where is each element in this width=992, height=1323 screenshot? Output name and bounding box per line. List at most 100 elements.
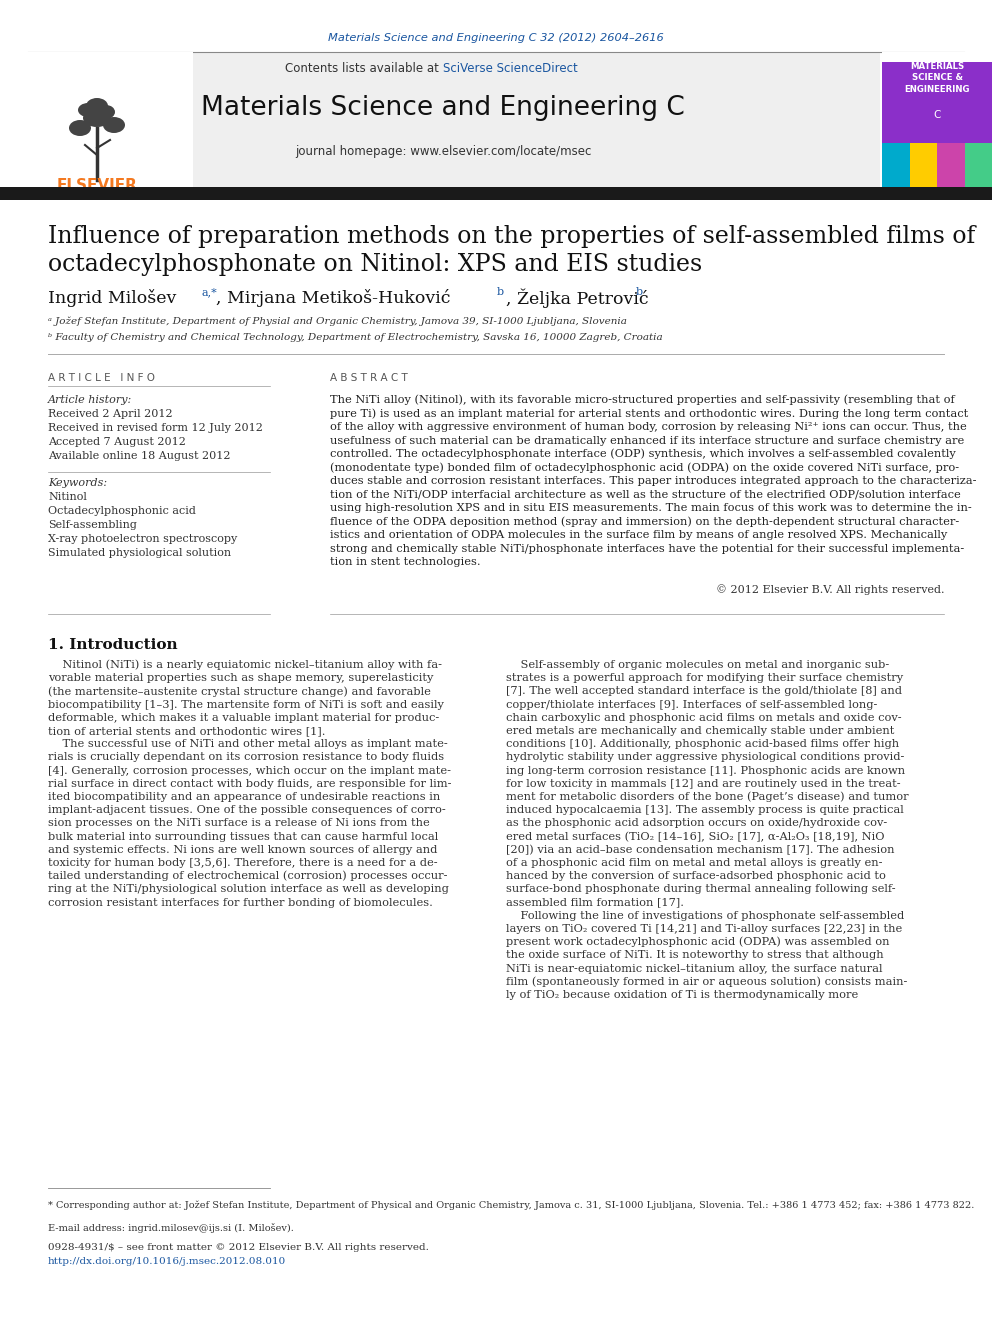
Text: ment for metabolic disorders of the bone (Paget’s disease) and tumor: ment for metabolic disorders of the bone… [506,791,909,802]
Text: Self-assembling: Self-assembling [48,520,137,531]
Text: 0928-4931/$ – see front matter © 2012 Elsevier B.V. All rights reserved.: 0928-4931/$ – see front matter © 2012 El… [48,1244,429,1253]
Text: ing long-term corrosion resistance [11]. Phosphonic acids are known: ing long-term corrosion resistance [11].… [506,766,905,775]
Text: Materials Science and Engineering C: Materials Science and Engineering C [201,95,684,120]
Text: chain carboxylic and phosphonic acid films on metals and oxide cov-: chain carboxylic and phosphonic acid fil… [506,713,902,722]
Text: strates is a powerful approach for modifying their surface chemistry: strates is a powerful approach for modif… [506,673,903,683]
Text: [4]. Generally, corrosion processes, which occur on the implant mate-: [4]. Generally, corrosion processes, whi… [48,766,451,775]
Text: Following the line of investigations of phosphonate self-assembled: Following the line of investigations of … [506,910,905,921]
Text: X-ray photoelectron spectroscopy: X-ray photoelectron spectroscopy [48,534,237,544]
Ellipse shape [103,116,125,134]
Text: Nitinol: Nitinol [48,492,87,501]
Text: Accepted 7 August 2012: Accepted 7 August 2012 [48,437,186,447]
Text: Materials Science and Engineering C 32 (2012) 2604–2616: Materials Science and Engineering C 32 (… [328,33,664,44]
Text: sion processes on the NiTi surface is a release of Ni ions from the: sion processes on the NiTi surface is a … [48,819,430,828]
Bar [0,52,193,188]
Bar [882,52,992,188]
Text: as the phosphonic acid adsorption occurs on oxide/hydroxide cov-: as the phosphonic acid adsorption occurs… [506,819,887,828]
Text: film (spontaneously formed in air or aqueous solution) consists main-: film (spontaneously formed in air or aqu… [506,976,908,987]
Text: E-mail address: ingrid.milosev@ijs.si (I. Milošev).: E-mail address: ingrid.milosev@ijs.si (I… [48,1222,294,1233]
Text: , Željka Petrović: , Željka Petrović [506,288,654,308]
Text: surface-bond phosphonate during thermal annealing following self-: surface-bond phosphonate during thermal … [506,884,896,894]
Text: Keywords:: Keywords: [48,478,107,488]
Text: C: C [933,110,940,120]
Ellipse shape [78,103,98,116]
Text: Article history:: Article history: [48,396,132,405]
Text: , Mirjana Metikoš-Huković: , Mirjana Metikoš-Huković [216,288,456,307]
Text: for low toxicity in mammals [12] and are routinely used in the treat-: for low toxicity in mammals [12] and are… [506,779,901,789]
Text: rial surface in direct contact with body fluids, are responsible for lim-: rial surface in direct contact with body… [48,779,451,789]
Ellipse shape [83,108,111,127]
Bar [910,143,937,188]
Text: Contents lists available at: Contents lists available at [286,61,443,74]
Text: A B S T R A C T: A B S T R A C T [330,373,408,382]
Text: Influence of preparation methods on the properties of self-assembled films of: Influence of preparation methods on the … [48,225,975,249]
Text: (the martensite–austenite crystal structure change) and favorable: (the martensite–austenite crystal struct… [48,687,431,697]
Text: using high-resolution XPS and in situ EIS measurements. The main focus of this w: using high-resolution XPS and in situ EI… [330,503,972,513]
Text: Available online 18 August 2012: Available online 18 August 2012 [48,451,230,460]
Bar [937,143,964,188]
Text: ᵇ Faculty of Chemistry and Chemical Technology, Department of Electrochemistry, : ᵇ Faculty of Chemistry and Chemical Tech… [48,332,663,341]
Text: copper/thiolate interfaces [9]. Interfaces of self-assembled long-: copper/thiolate interfaces [9]. Interfac… [506,700,877,709]
Text: of a phosphonic acid film on metal and metal alloys is greatly en-: of a phosphonic acid film on metal and m… [506,859,883,868]
Text: rials is crucially dependant on its corrosion resistance to body fluids: rials is crucially dependant on its corr… [48,753,444,762]
Bar [0,187,992,200]
Text: octadecylphosphonate on Nitinol: XPS and EIS studies: octadecylphosphonate on Nitinol: XPS and… [48,254,702,277]
Text: © 2012 Elsevier B.V. All rights reserved.: © 2012 Elsevier B.V. All rights reserved… [715,585,944,595]
Text: ring at the NiTi/physiological solution interface as well as developing: ring at the NiTi/physiological solution … [48,884,448,894]
Text: the oxide surface of NiTi. It is noteworthy to stress that although: the oxide surface of NiTi. It is notewor… [506,950,884,960]
Text: corrosion resistant interfaces for further bonding of biomolecules.: corrosion resistant interfaces for furth… [48,897,433,908]
Text: The NiTi alloy (Nitinol), with its favorable micro-structured properties and sel: The NiTi alloy (Nitinol), with its favor… [330,394,954,405]
Text: and systemic effects. Ni ions are well known sources of allergy and: and systemic effects. Ni ions are well k… [48,845,437,855]
Text: Ingrid Milošev: Ingrid Milošev [48,288,182,307]
Text: http://dx.doi.org/10.1016/j.msec.2012.08.010: http://dx.doi.org/10.1016/j.msec.2012.08… [48,1257,287,1266]
Text: present work octadecylphosphonic acid (ODPA) was assembled on: present work octadecylphosphonic acid (O… [506,937,890,947]
Text: vorable material properties such as shape memory, superelasticity: vorable material properties such as shap… [48,673,434,683]
Text: ly of TiO₂ because oxidation of Ti is thermodynamically more: ly of TiO₂ because oxidation of Ti is th… [506,990,858,1000]
Text: MATERIALS
SCIENCE &
ENGINEERING: MATERIALS SCIENCE & ENGINEERING [905,62,970,94]
Text: hydrolytic stability under aggressive physiological conditions provid-: hydrolytic stability under aggressive ph… [506,753,905,762]
Text: Nitinol (NiTi) is a nearly equiatomic nickel–titanium alloy with fa-: Nitinol (NiTi) is a nearly equiatomic ni… [48,660,442,671]
Ellipse shape [69,120,91,136]
Text: assembled film formation [17].: assembled film formation [17]. [506,897,684,908]
Text: (monodentate type) bonded film of octadecylphosphonic acid (ODPA) on the oxide c: (monodentate type) bonded film of octade… [330,462,959,472]
Text: fluence of the ODPA deposition method (spray and immersion) on the depth-depende: fluence of the ODPA deposition method (s… [330,516,959,527]
Text: b: b [636,287,643,296]
Text: deformable, which makes it a valuable implant material for produc-: deformable, which makes it a valuable im… [48,713,439,722]
Ellipse shape [86,98,108,114]
Text: Self-assembly of organic molecules on metal and inorganic sub-: Self-assembly of organic molecules on me… [506,660,889,669]
Bar [964,143,992,188]
Text: layers on TiO₂ covered Ti [14,21] and Ti-alloy surfaces [22,23] in the: layers on TiO₂ covered Ti [14,21] and Ti… [506,923,903,934]
Text: ᵃ Jožef Stefan Institute, Department of Physial and Organic Chemistry, Jamova 39: ᵃ Jožef Stefan Institute, Department of … [48,316,627,325]
Text: tion of the NiTi/ODP interfacial architecture as well as the structure of the el: tion of the NiTi/ODP interfacial archite… [330,490,960,500]
Text: strong and chemically stable NiTi/phosphonate interfaces have the potential for : strong and chemically stable NiTi/phosph… [330,544,964,553]
Text: [20]) via an acid–base condensation mechanism [17]. The adhesion: [20]) via an acid–base condensation mech… [506,844,895,855]
Text: conditions [10]. Additionally, phosphonic acid-based films offer high: conditions [10]. Additionally, phosphoni… [506,740,899,749]
Text: istics and orientation of ODPA molecules in the surface film by means of angle r: istics and orientation of ODPA molecules… [330,531,947,540]
Text: tion of arterial stents and orthodontic wires [1].: tion of arterial stents and orthodontic … [48,726,325,736]
Text: The successful use of NiTi and other metal alloys as implant mate-: The successful use of NiTi and other met… [48,740,447,749]
Text: bulk material into surrounding tissues that can cause harmful local: bulk material into surrounding tissues t… [48,832,438,841]
Text: usefulness of such material can be dramatically enhanced if its interface struct: usefulness of such material can be drama… [330,435,964,446]
Text: ELSEVIER: ELSEVIER [57,177,138,193]
Text: hanced by the conversion of surface-adsorbed phosphonic acid to: hanced by the conversion of surface-adso… [506,872,886,881]
Text: Received in revised form 12 July 2012: Received in revised form 12 July 2012 [48,423,263,433]
Text: ered metal surfaces (TiO₂ [14–16], SiO₂ [17], α-Al₂O₃ [18,19], NiO: ered metal surfaces (TiO₂ [14–16], SiO₂ … [506,831,885,841]
Text: biocompatibility [1–3]. The martensite form of NiTi is soft and easily: biocompatibility [1–3]. The martensite f… [48,700,443,709]
Text: A R T I C L E   I N F O: A R T I C L E I N F O [48,373,155,382]
Text: Simulated physiological solution: Simulated physiological solution [48,548,231,558]
Text: b: b [497,287,504,296]
Text: SciVerse ScienceDirect: SciVerse ScienceDirect [443,61,577,74]
Text: pure Ti) is used as an implant material for arterial stents and orthodontic wire: pure Ti) is used as an implant material … [330,409,968,419]
Bar [0,52,880,188]
Text: controlled. The octadecylphosphonate interface (ODP) synthesis, which involves a: controlled. The octadecylphosphonate int… [330,448,955,459]
Text: Octadecylphosphonic acid: Octadecylphosphonic acid [48,505,195,516]
Text: [7]. The well accepted standard interface is the gold/thiolate [8] and: [7]. The well accepted standard interfac… [506,687,902,696]
Text: ited biocompatibility and an appearance of undesirable reactions in: ited biocompatibility and an appearance … [48,792,440,802]
Text: tion in stent technologies.: tion in stent technologies. [330,557,481,568]
Bar [882,52,992,62]
Text: NiTi is near-equiatomic nickel–titanium alloy, the surface natural: NiTi is near-equiatomic nickel–titanium … [506,963,883,974]
Bar [882,143,910,188]
Text: toxicity for human body [3,5,6]. Therefore, there is a need for a de-: toxicity for human body [3,5,6]. Therefo… [48,859,437,868]
Text: tailed understanding of electrochemical (corrosion) processes occur-: tailed understanding of electrochemical … [48,871,447,881]
Text: implant-adjacent tissues. One of the possible consequences of corro-: implant-adjacent tissues. One of the pos… [48,806,445,815]
